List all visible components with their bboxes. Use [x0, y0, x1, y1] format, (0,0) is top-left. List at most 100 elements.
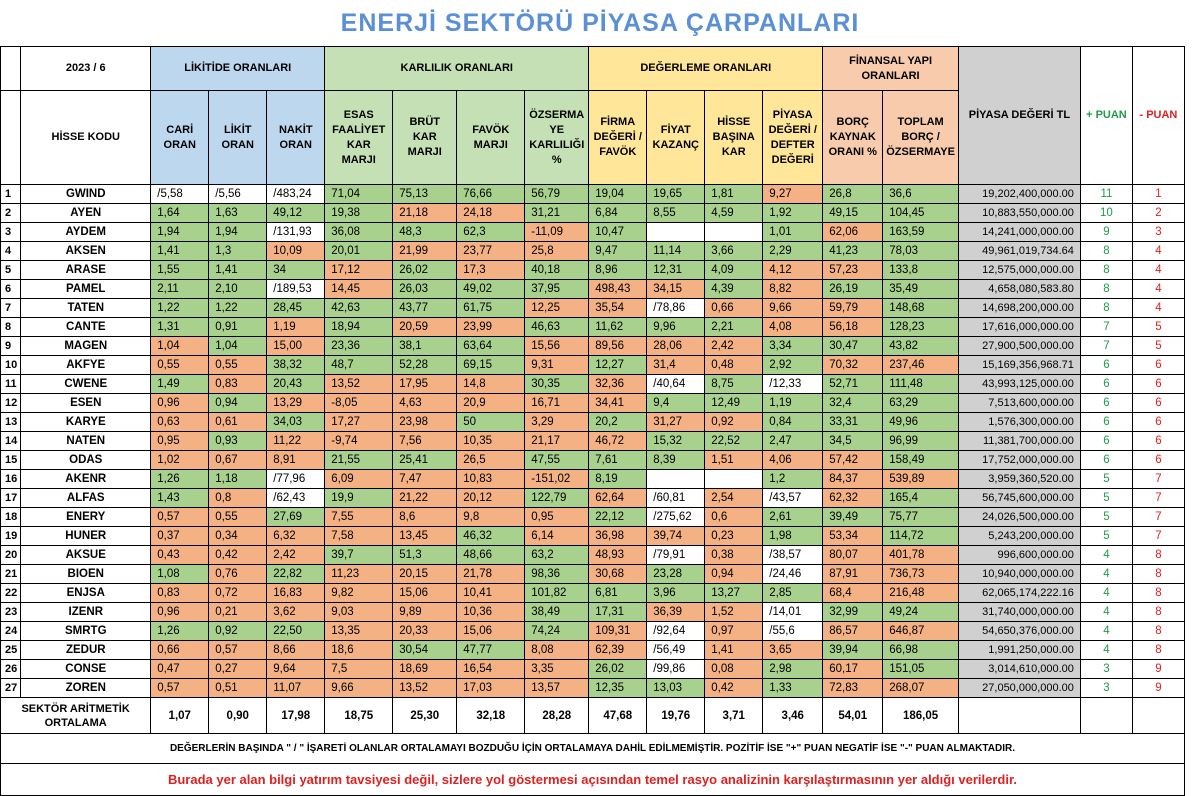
ratio-cell: 13,57: [524, 678, 590, 698]
ratio-cell: 11,22: [266, 431, 326, 451]
ratio-cell: 1,94: [208, 222, 268, 242]
ratio-cell: 18,69: [392, 659, 458, 679]
avg-cell: 18,75: [324, 697, 394, 734]
plus-score: 6: [1079, 412, 1133, 432]
minus-score: 1: [1131, 184, 1185, 204]
ratio-cell: 1,55: [150, 260, 210, 280]
ratio-cell: 62,39: [588, 640, 648, 660]
group-degerleme: DEĞERLEME ORANLARI: [588, 46, 824, 91]
ratio-cell: 49,96: [882, 412, 959, 432]
header-hisse-basina-kar: HİSSE BAŞINA KAR: [704, 90, 764, 185]
ratio-cell: 66,98: [882, 640, 959, 660]
ratio-cell: 41,23: [822, 241, 884, 261]
ratio-cell: 63,64: [456, 336, 526, 356]
plus-score: 4: [1079, 583, 1133, 603]
ratio-cell: 2,47: [762, 431, 824, 451]
header-piyasa: PİYASA DEĞERİ TL: [957, 46, 1081, 185]
ratio-cell: 0,51: [208, 678, 268, 698]
ratio-cell: 62,32: [822, 488, 884, 508]
ratio-cell: 20,15: [392, 564, 458, 584]
plus-score: 6: [1079, 393, 1133, 413]
ratio-cell: 158,49: [882, 450, 959, 470]
stock-code: PAMEL: [20, 279, 152, 299]
stock-code: BIOEN: [20, 564, 152, 584]
ratio-cell: 49,24: [882, 602, 959, 622]
plus-score: 4: [1079, 602, 1133, 622]
ratio-cell: 0,27: [208, 659, 268, 679]
minus-score: 7: [1131, 526, 1185, 546]
stock-code: HUNER: [20, 526, 152, 546]
ratio-cell: 20,01: [324, 241, 394, 261]
market-value: 56,745,600,000.00: [957, 488, 1081, 508]
market-value: 10,940,000,000.00: [957, 564, 1081, 584]
ratio-cell: 84,37: [822, 469, 884, 489]
ratio-cell: 0,94: [208, 393, 268, 413]
ratio-cell: 52,71: [822, 374, 884, 394]
table-row: 21 BIOEN 1,08 0,76 22,82 11,23 20,15 21,78 98,36…: [0, 564, 1185, 584]
ratio-cell: 26,5: [456, 450, 526, 470]
ratio-cell: 9,03: [324, 602, 394, 622]
ratio-cell: 43,82: [882, 336, 959, 356]
stock-code: CANTE: [20, 317, 152, 337]
ratio-cell: 0,95: [150, 431, 210, 451]
stock-code: ESEN: [20, 393, 152, 413]
minus-score: 8: [1131, 640, 1185, 660]
ratio-cell: 9,66: [762, 298, 824, 318]
ratio-cell: /79,91: [646, 545, 706, 565]
ratio-cell: 133,8: [882, 260, 959, 280]
minus-score: 5: [1131, 336, 1185, 356]
ratio-cell: 21,22: [392, 488, 458, 508]
ratio-cell: 27,69: [266, 507, 326, 527]
ratio-cell: 4,59: [704, 203, 764, 223]
table-row: 1 GWIND/5,58/5,56/483,24 71,04 75,13 76,66 56…: [0, 184, 1185, 204]
market-value: 3,959,360,520.00: [957, 469, 1081, 489]
stock-code: AKFYE: [20, 355, 152, 375]
ratio-cell: 75,13: [392, 184, 458, 204]
table-row: 11 CWENE 1,49 0,83 20,43 13,52 17,95 14,8 30,35 3…: [0, 374, 1185, 394]
ratio-cell: 237,46: [882, 355, 959, 375]
ratio-cell: 539,89: [882, 469, 959, 489]
minus-score: 4: [1131, 298, 1185, 318]
row-number: 3: [0, 222, 22, 242]
ratio-cell: 72,83: [822, 678, 884, 698]
plus-score: 10: [1079, 203, 1133, 223]
header-ozsermaye-karliligi: ÖZSERMA YE KARLILIĞI %: [524, 90, 590, 185]
ratio-cell: 8,6: [392, 507, 458, 527]
minus-score: 6: [1131, 374, 1185, 394]
ratio-table: 2023 / 6 LİKİTİDE ORANLARI KARLILIK ORAN…: [0, 46, 1185, 796]
stock-code: AYDEM: [20, 222, 152, 242]
table-row: 10 AKFYE 0,55 0,55 38,32 48,7 52,28 69,15 9,31 12…: [0, 355, 1185, 375]
ratio-cell: 646,87: [882, 621, 959, 641]
ratio-cell: 33,31: [822, 412, 884, 432]
ratio-cell: 13,03: [646, 678, 706, 698]
header-arti-puan: + PUAN: [1079, 46, 1133, 185]
ratio-cell: 62,64: [588, 488, 648, 508]
minus-score: 6: [1131, 393, 1185, 413]
stock-code: AKSUE: [20, 545, 152, 565]
ratio-cell: 34: [266, 260, 326, 280]
ratio-cell: 34,03: [266, 412, 326, 432]
ratio-cell: /12,33: [762, 374, 824, 394]
header-fiyat-kazanc: FİYAT KAZANÇ: [646, 90, 706, 185]
stock-code: ENERY: [20, 507, 152, 527]
market-value: 15,169,356,968.71: [957, 355, 1081, 375]
ratio-cell: 22,52: [704, 431, 764, 451]
row-number: 12: [0, 393, 22, 413]
group-finansal: FİNANSAL YAPI ORANLARI: [822, 46, 959, 91]
market-value: 3,014,610,000.00: [957, 659, 1081, 679]
row-number: 27: [0, 678, 22, 698]
ratio-cell: 19,38: [324, 203, 394, 223]
ratio-cell: 7,56: [392, 431, 458, 451]
header-borc-kaynak: BORÇ KAYNAK ORANI %: [822, 90, 884, 185]
ratio-cell: 9,66: [324, 678, 394, 698]
ratio-cell: 12,35: [588, 678, 648, 698]
ratio-cell: 48,7: [324, 355, 394, 375]
ratio-cell: 23,36: [324, 336, 394, 356]
ratio-cell: /99,86: [646, 659, 706, 679]
header-brut-kar: BRÜT KAR MARJI: [392, 90, 458, 185]
minus-score: 6: [1131, 450, 1185, 470]
market-value: 4,658,080,583.80: [957, 279, 1081, 299]
stock-code: ZEDUR: [20, 640, 152, 660]
table-row: 22 ENJSA 0,83 0,72 16,83 9,82 15,06 10,41 101,82…: [0, 583, 1185, 603]
page-title: ENERJİ SEKTÖRÜ PİYASA ÇARPANLARI: [340, 9, 860, 37]
